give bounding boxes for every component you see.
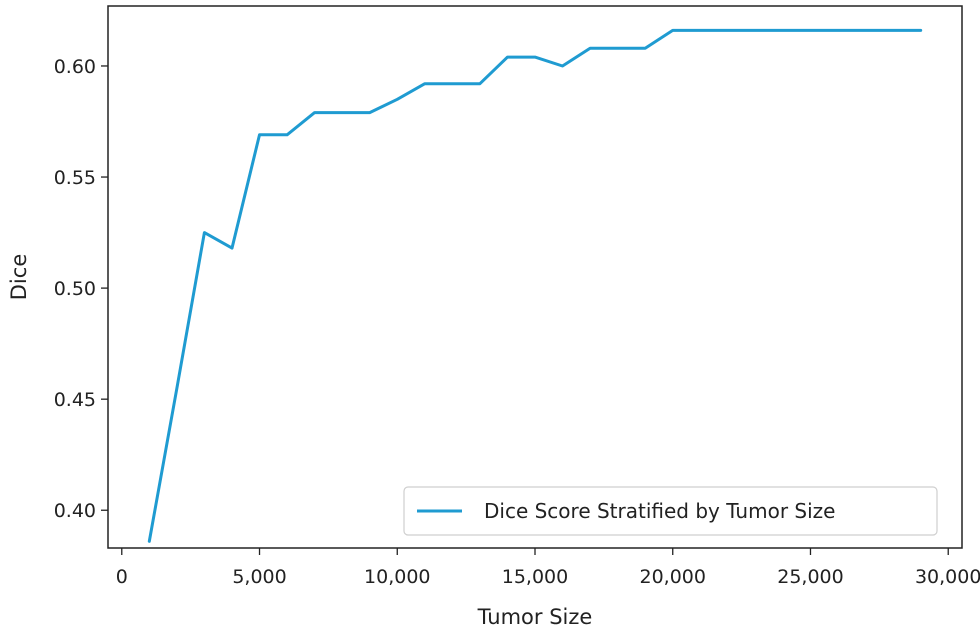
plot-area-frame <box>107 5 963 549</box>
series-layer <box>147 28 923 543</box>
y-tick-label: 0.50 <box>54 278 96 300</box>
x-tick-label: 0 <box>116 566 128 588</box>
y-tick-label: 0.40 <box>54 500 96 522</box>
legend-label: Dice Score Stratified by Tumor Size <box>484 499 835 523</box>
x-tick-label: 5,000 <box>232 566 286 588</box>
x-tick-label: 25,000 <box>777 566 843 588</box>
y-tick-label: 0.55 <box>54 167 96 189</box>
legend: Dice Score Stratified by Tumor Size <box>403 486 938 536</box>
y-tick-label: 0.60 <box>54 56 96 78</box>
legend-box <box>403 486 938 536</box>
x-tick-label: 10,000 <box>364 566 430 588</box>
series-line <box>147 28 923 543</box>
x-tick-label: 15,000 <box>502 566 568 588</box>
x-axis-ticks: 0 5,000 10,000 15,000 20,000 25,000 30,000 <box>116 548 980 588</box>
x-axis-title: Tumor Size <box>477 605 593 629</box>
x-tick-label: 20,000 <box>639 566 705 588</box>
y-axis-title: Dice <box>7 254 31 300</box>
y-tick-label: 0.45 <box>54 389 96 411</box>
y-axis-ticks: 0.40 0.45 0.50 0.55 0.60 <box>54 56 108 522</box>
x-tick-label: 30,000 <box>915 566 980 588</box>
